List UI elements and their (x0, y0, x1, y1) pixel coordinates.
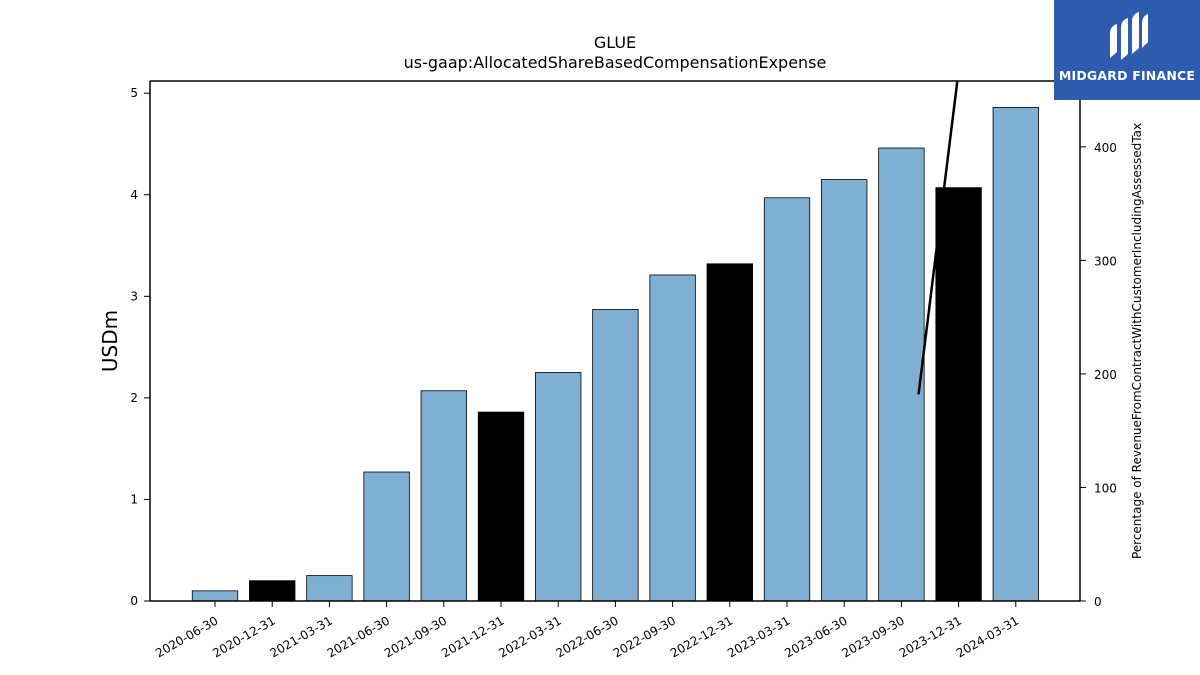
x-tick-label: 2022-12-31 (668, 613, 735, 660)
x-tick-label: 2023-03-31 (725, 613, 792, 660)
y2-axis-label: Percentage of RevenueFromContractWithCus… (1130, 123, 1144, 559)
y-axis-label: USDm (98, 310, 122, 372)
bar (821, 179, 868, 602)
bar (649, 274, 696, 602)
y2-tick-label: 400 (1094, 141, 1117, 155)
y2-tick-label: 100 (1094, 481, 1117, 495)
x-tick-label: 2020-06-30 (153, 613, 220, 660)
x-tick-label: 2023-09-30 (839, 613, 906, 660)
x-tick-label: 2021-03-31 (267, 613, 334, 660)
y2-tick-label: 0 (1094, 595, 1102, 609)
x-tick-label: 2021-12-31 (439, 613, 506, 660)
midgard-logo-icon (1110, 12, 1148, 60)
bar (935, 187, 982, 602)
bar (992, 107, 1039, 602)
x-tick-label: 2022-09-30 (611, 613, 678, 660)
bar (363, 471, 410, 602)
bar (878, 147, 925, 602)
bar (306, 575, 353, 602)
x-tick-label: 2023-12-31 (897, 613, 964, 660)
x-tick-label: 2024-03-31 (954, 613, 1021, 660)
bar (706, 263, 753, 602)
y-tick-label: 2 (130, 391, 138, 405)
y-tick-label: 5 (130, 86, 138, 100)
bar (477, 411, 525, 602)
chart-title: GLUE (594, 33, 636, 52)
bar (535, 372, 582, 602)
plot-area: 01234501002003004002020-06-302020-12-312… (130, 80, 1117, 660)
logo: MIDGARD FINANCE (1054, 0, 1200, 100)
y-tick-label: 1 (130, 492, 138, 506)
bar (249, 580, 296, 602)
y-tick-label: 4 (130, 188, 138, 202)
x-tick-label: 2020-12-31 (210, 613, 277, 660)
x-tick-label: 2023-06-30 (782, 613, 849, 660)
y2-tick-label: 300 (1094, 254, 1117, 268)
bar (763, 197, 811, 602)
bar (592, 309, 639, 602)
y-tick-label: 3 (130, 289, 138, 303)
logo-text: MIDGARD FINANCE (1058, 68, 1196, 83)
x-tick-label: 2021-06-30 (325, 613, 392, 660)
x-tick-label: 2022-03-31 (496, 613, 563, 660)
y2-tick-label: 200 (1094, 368, 1117, 382)
chart-subtitle: us-gaap:AllocatedShareBasedCompensationE… (404, 53, 827, 72)
series-line (917, 81, 959, 395)
x-tick-label: 2021-09-30 (382, 613, 449, 660)
bar (420, 390, 467, 602)
bar (191, 590, 239, 602)
x-tick-label: 2022-06-30 (553, 613, 620, 660)
y-tick-label: 0 (130, 594, 138, 608)
